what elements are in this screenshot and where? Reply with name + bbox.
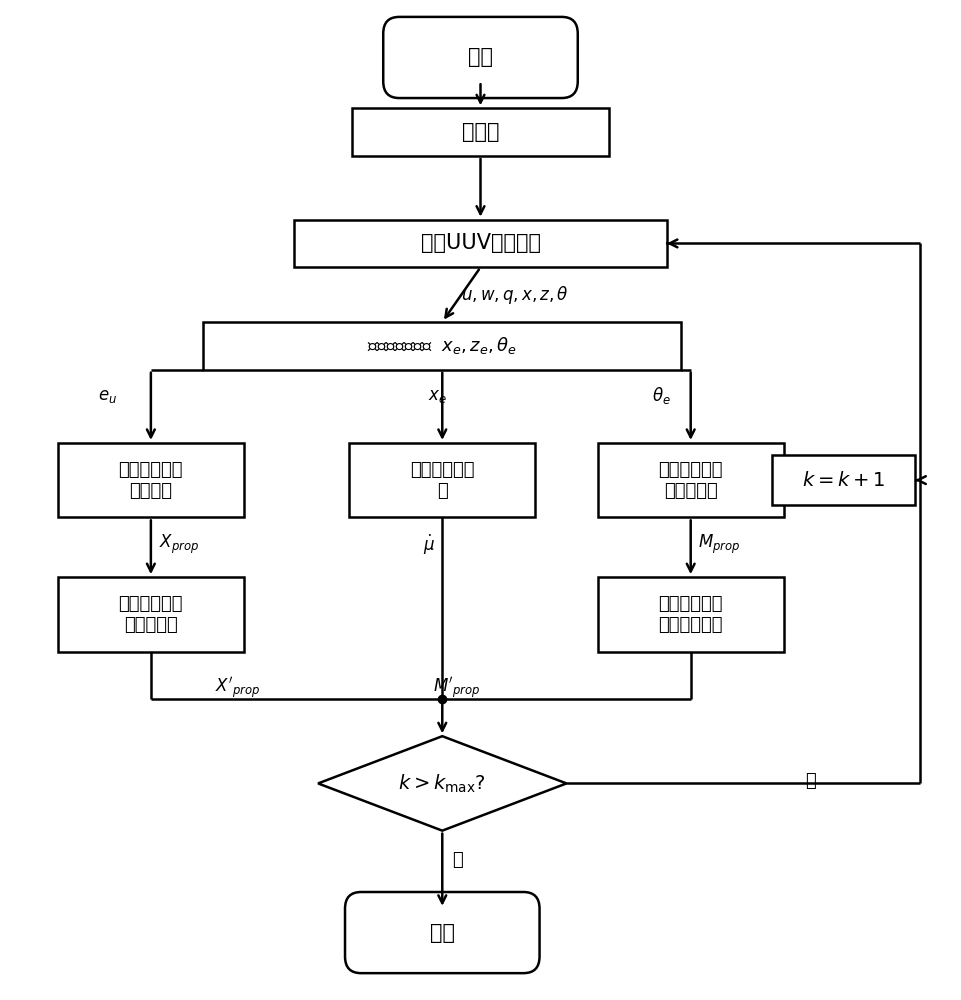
Text: $X_{prop}$: $X_{prop}$ bbox=[159, 533, 199, 556]
Text: 开始: 开始 bbox=[468, 47, 493, 67]
Text: $k = k+1$: $k = k+1$ bbox=[802, 471, 885, 490]
Text: 初始化: 初始化 bbox=[461, 122, 500, 142]
Text: 纵倾角滑模自
适应控制律: 纵倾角滑模自 适应控制律 bbox=[658, 461, 723, 500]
Text: 获取UUV当前状态: 获取UUV当前状态 bbox=[421, 233, 540, 253]
Text: 否: 否 bbox=[805, 772, 816, 790]
Text: $u, w, q, x, z, \theta$: $u, w, q, x, z, \theta$ bbox=[461, 284, 569, 306]
Text: $M_{prop}$: $M_{prop}$ bbox=[699, 533, 741, 556]
FancyBboxPatch shape bbox=[383, 17, 578, 98]
Bar bbox=[772, 455, 915, 505]
Text: 航速模糊边界
层自适应律: 航速模糊边界 层自适应律 bbox=[118, 595, 184, 634]
Bar bbox=[598, 577, 784, 652]
Text: 航速滑模自适
应控制律: 航速滑模自适 应控制律 bbox=[118, 461, 184, 500]
Bar bbox=[58, 577, 244, 652]
Text: $\theta_e$: $\theta_e$ bbox=[653, 385, 672, 406]
Text: $X'_{prop}$: $X'_{prop}$ bbox=[215, 676, 260, 701]
Text: $x_e$: $x_e$ bbox=[428, 387, 447, 405]
Bar bbox=[352, 108, 609, 156]
Text: $e_u$: $e_u$ bbox=[98, 387, 117, 405]
Bar bbox=[598, 443, 784, 517]
Text: 结束: 结束 bbox=[430, 923, 455, 943]
Text: 由误差方程可得  $x_e, z_e, \theta_e$: 由误差方程可得 $x_e, z_e, \theta_e$ bbox=[367, 335, 517, 356]
Text: 纵倾角模糊边
界层自适应律: 纵倾角模糊边 界层自适应律 bbox=[658, 595, 723, 634]
Text: $k > k_{\max}$?: $k > k_{\max}$? bbox=[399, 772, 486, 795]
Bar bbox=[349, 443, 535, 517]
Text: 位置滑模控制
律: 位置滑模控制 律 bbox=[410, 461, 475, 500]
Text: $\dot{\mu}$: $\dot{\mu}$ bbox=[423, 533, 435, 557]
Polygon shape bbox=[318, 736, 566, 831]
FancyBboxPatch shape bbox=[345, 892, 539, 973]
Bar bbox=[294, 220, 667, 267]
Text: 是: 是 bbox=[452, 851, 462, 869]
Bar bbox=[58, 443, 244, 517]
Bar bbox=[204, 322, 681, 370]
Text: $M'_{prop}$: $M'_{prop}$ bbox=[432, 676, 480, 701]
